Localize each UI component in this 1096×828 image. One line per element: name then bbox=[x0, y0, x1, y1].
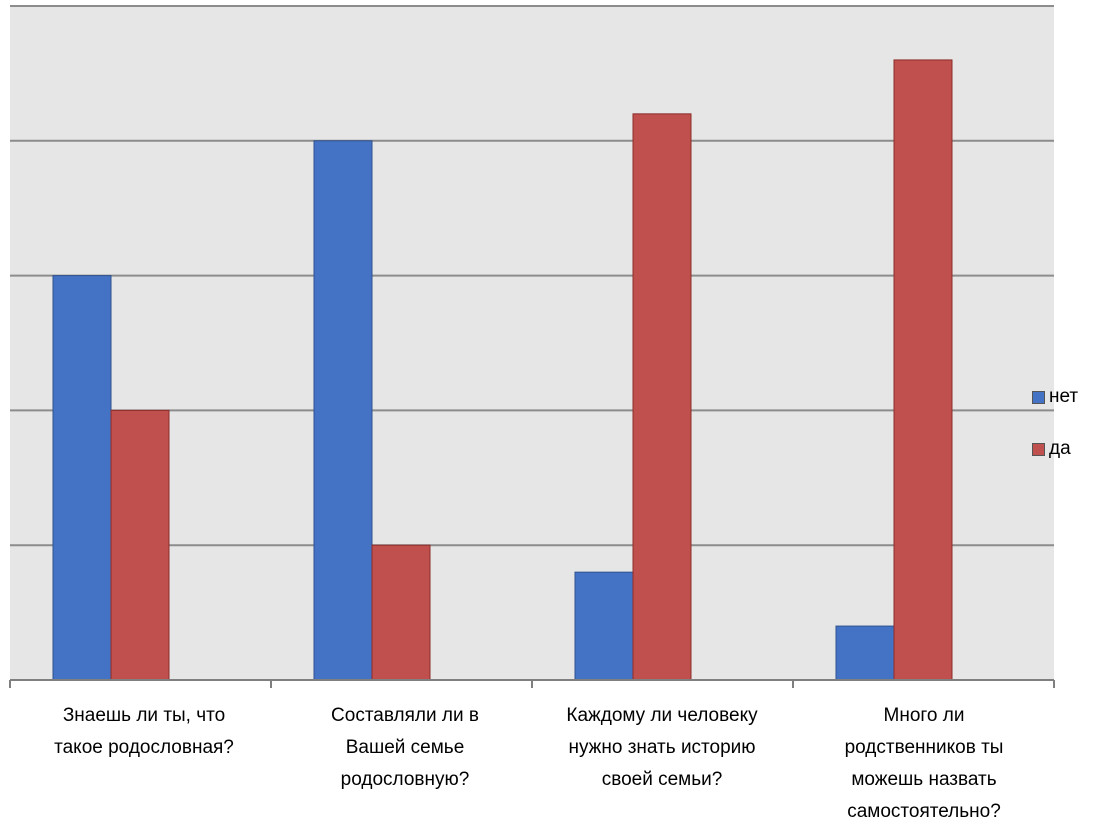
bar-net-4 bbox=[835, 625, 895, 681]
plot-area bbox=[10, 6, 1054, 680]
legend-swatch-net bbox=[1032, 390, 1045, 404]
category-label-3: Каждому ли человеку нужно знать историю … bbox=[566, 705, 758, 790]
legend-item-da: да bbox=[1032, 436, 1078, 462]
legend-swatch-da bbox=[1032, 442, 1045, 456]
legend-item-net: нет bbox=[1032, 384, 1078, 410]
legend: нет да bbox=[1032, 384, 1078, 488]
legend-label-net: нет bbox=[1049, 386, 1079, 407]
bar-da-4 bbox=[893, 59, 953, 681]
bar-net-1 bbox=[52, 275, 112, 681]
bar-da-1 bbox=[110, 409, 170, 681]
bar-da-2 bbox=[371, 544, 431, 681]
bar-da-3 bbox=[632, 113, 692, 681]
bar-net-2 bbox=[313, 140, 373, 681]
category-label-2: Составляли ли в Вашей семье родословную? bbox=[331, 705, 479, 790]
category-label-1: Знаешь ли ты, что такое родословная? bbox=[54, 705, 234, 758]
category-label-4: Много ли родственников ты можешь назвать… bbox=[844, 705, 1004, 822]
legend-label-da: да bbox=[1049, 438, 1071, 459]
bar-net-3 bbox=[574, 571, 634, 681]
